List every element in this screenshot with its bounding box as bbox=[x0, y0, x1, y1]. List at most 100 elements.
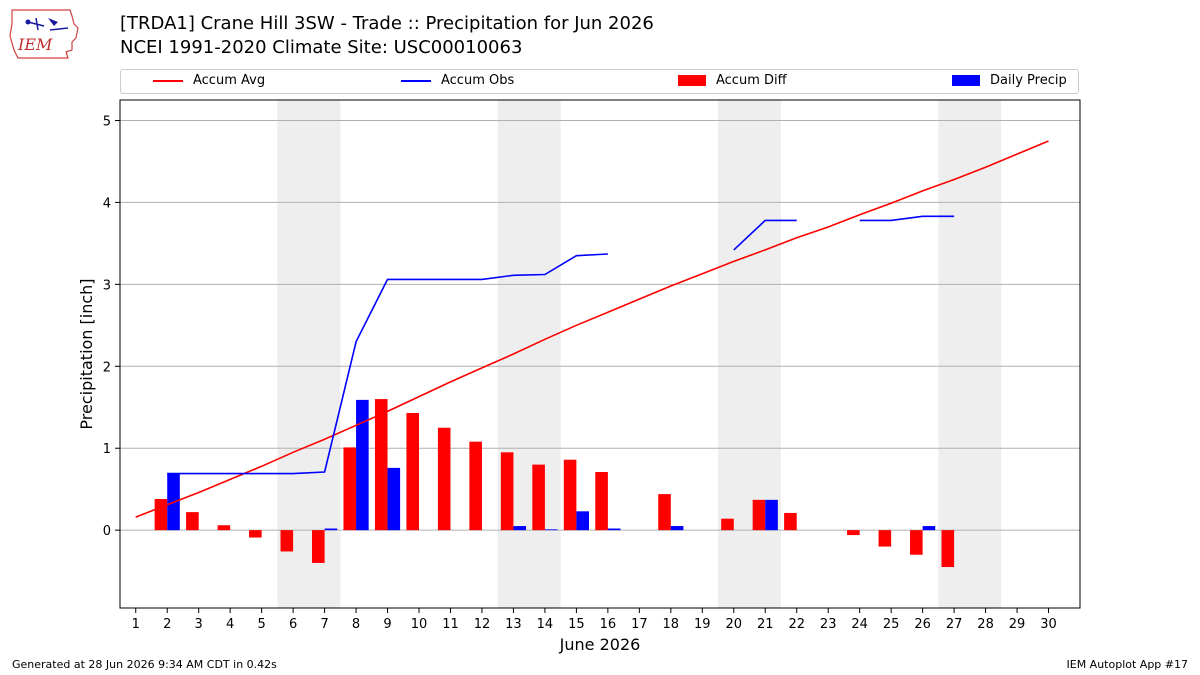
diff-bar-25 bbox=[878, 530, 892, 547]
x-axis-label: June 2026 bbox=[559, 635, 641, 654]
legend-swatch-accum-obs bbox=[401, 79, 431, 82]
daily-bar-26 bbox=[922, 526, 936, 531]
weekend-band-3 bbox=[938, 100, 1002, 608]
daily-bar-8 bbox=[356, 399, 369, 531]
legend-swatch-accum-diff bbox=[678, 75, 706, 86]
diff-bar-12 bbox=[469, 441, 482, 531]
x-tick-label-21: 21 bbox=[757, 617, 774, 632]
legend-label-accum-diff: Accum Diff bbox=[716, 73, 787, 88]
x-tick-label-16: 16 bbox=[600, 617, 617, 632]
x-tick-label-23: 23 bbox=[820, 617, 837, 632]
chart-title: [TRDA1] Crane Hill 3SW - Trade :: Precip… bbox=[120, 13, 654, 34]
daily-bar-18 bbox=[670, 526, 684, 531]
diff-bar-7 bbox=[312, 530, 325, 563]
x-tick-label-26: 26 bbox=[914, 617, 931, 632]
legend-item-accum-obs: Accum Obs bbox=[401, 73, 514, 91]
legend-label-daily-precip: Daily Precip bbox=[990, 73, 1067, 88]
x-tick-label-7: 7 bbox=[320, 617, 328, 632]
logo-text: IEM bbox=[17, 35, 53, 54]
x-tick-label-28: 28 bbox=[977, 617, 994, 632]
daily-bar-16 bbox=[607, 528, 621, 531]
chart-subtitle: NCEI 1991-2020 Climate Site: USC00010063 bbox=[120, 37, 523, 58]
weekend-band-0 bbox=[277, 100, 341, 608]
diff-bar-13 bbox=[500, 452, 514, 531]
x-tick-label-22: 22 bbox=[788, 617, 805, 632]
x-tick-label-13: 13 bbox=[505, 617, 522, 632]
y-tick-label-3: 3 bbox=[103, 278, 111, 293]
x-tick-label-5: 5 bbox=[257, 617, 265, 632]
x-tick-label-19: 19 bbox=[694, 617, 711, 632]
legend: Accum Avg Accum Obs Accum Diff Daily Pre… bbox=[120, 69, 1079, 94]
diff-bar-22 bbox=[784, 512, 797, 531]
legend-label-accum-avg: Accum Avg bbox=[193, 73, 266, 88]
x-tick-label-1: 1 bbox=[132, 617, 140, 632]
accum-obs-line-segment-1 bbox=[733, 219, 797, 251]
diff-bar-2 bbox=[154, 499, 168, 531]
diff-bar-5 bbox=[249, 530, 262, 538]
weekend-band-2 bbox=[718, 100, 781, 608]
y-tick-label-2: 2 bbox=[103, 360, 111, 375]
accum-obs-line-segment-0 bbox=[167, 253, 608, 475]
accum-obs-line-segment-2 bbox=[859, 215, 955, 222]
daily-bar-15 bbox=[576, 511, 589, 531]
y-tick-label-4: 4 bbox=[103, 196, 111, 211]
x-tick-label-27: 27 bbox=[946, 617, 963, 632]
x-tick-label-12: 12 bbox=[474, 617, 491, 632]
x-tick-label-24: 24 bbox=[851, 617, 868, 632]
x-tick-label-15: 15 bbox=[568, 617, 585, 632]
y-tick-label-5: 5 bbox=[103, 114, 111, 129]
legend-item-accum-diff: Accum Diff bbox=[678, 73, 787, 91]
x-tick-label-11: 11 bbox=[442, 617, 459, 632]
x-tick-label-30: 30 bbox=[1040, 617, 1057, 632]
x-tick-label-29: 29 bbox=[1009, 617, 1026, 632]
diff-bar-20 bbox=[721, 518, 734, 531]
diff-bar-24 bbox=[847, 530, 860, 536]
weekend-band-1 bbox=[497, 100, 561, 608]
app-note: IEM Autoplot App #17 bbox=[1066, 658, 1189, 671]
diff-bar-9 bbox=[374, 399, 388, 531]
diff-bar-26 bbox=[910, 530, 923, 555]
generated-note: Generated at 28 Jun 2026 9:34 AM CDT in … bbox=[12, 658, 277, 671]
daily-bar-13 bbox=[513, 526, 527, 531]
x-tick-label-9: 9 bbox=[383, 617, 391, 632]
diff-bar-6 bbox=[280, 530, 294, 552]
accum-avg-line-segment-0 bbox=[135, 140, 1049, 518]
diff-bar-11 bbox=[437, 427, 451, 531]
diff-bar-4 bbox=[217, 525, 231, 531]
daily-bar-14 bbox=[544, 529, 558, 531]
diff-bar-15 bbox=[563, 459, 577, 531]
plot-frame bbox=[119, 99, 1081, 609]
diff-bar-8 bbox=[343, 447, 357, 531]
diff-bar-10 bbox=[406, 412, 420, 531]
x-tick-label-6: 6 bbox=[289, 617, 297, 632]
x-tick-label-10: 10 bbox=[411, 617, 428, 632]
legend-label-accum-obs: Accum Obs bbox=[441, 73, 515, 88]
legend-item-accum-avg: Accum Avg bbox=[153, 73, 265, 91]
daily-bar-21 bbox=[765, 499, 778, 531]
y-tick-label-0: 0 bbox=[103, 524, 111, 539]
x-tick-label-20: 20 bbox=[725, 617, 742, 632]
x-tick-label-17: 17 bbox=[631, 617, 648, 632]
legend-swatch-accum-avg bbox=[153, 79, 183, 82]
x-tick-label-3: 3 bbox=[195, 617, 203, 632]
legend-swatch-daily-precip bbox=[952, 75, 980, 86]
x-tick-label-4: 4 bbox=[226, 617, 234, 632]
y-axis-label: Precipitation [inch] bbox=[77, 278, 96, 429]
x-tick-label-18: 18 bbox=[663, 617, 680, 632]
daily-bar-9 bbox=[387, 467, 401, 531]
diff-bar-16 bbox=[595, 471, 608, 531]
daily-bar-7 bbox=[324, 528, 338, 531]
x-tick-label-2: 2 bbox=[163, 617, 171, 632]
diff-bar-14 bbox=[532, 464, 545, 531]
legend-item-daily-precip: Daily Precip bbox=[952, 73, 1067, 91]
diff-bar-27 bbox=[941, 530, 955, 568]
x-tick-label-8: 8 bbox=[352, 617, 360, 632]
iem-logo: IEM bbox=[9, 9, 79, 59]
diff-bar-18 bbox=[658, 494, 671, 531]
x-tick-label-14: 14 bbox=[537, 617, 554, 632]
x-tick-label-25: 25 bbox=[883, 617, 900, 632]
y-tick-label-1: 1 bbox=[103, 442, 111, 457]
diff-bar-3 bbox=[186, 512, 199, 531]
diff-bar-21 bbox=[752, 499, 766, 531]
